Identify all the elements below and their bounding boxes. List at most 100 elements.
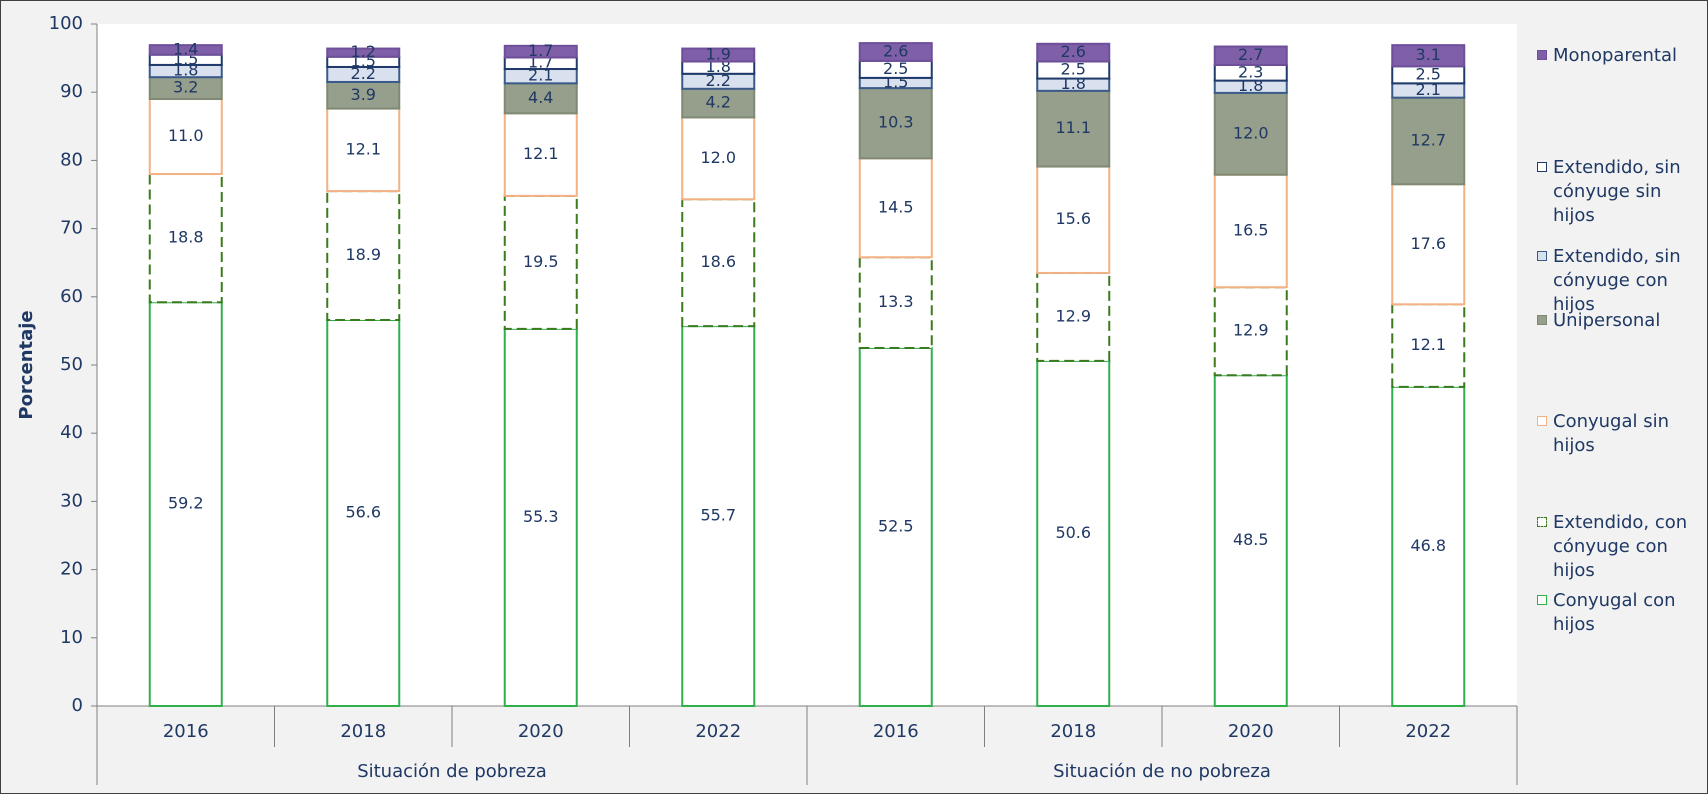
x-tick-label: 2022 <box>695 721 741 742</box>
bar-segment <box>858 42 933 62</box>
legend-label: Conyugal con hijos <box>1553 590 1676 635</box>
legend-swatch <box>1537 251 1547 261</box>
bar-segment <box>1036 359 1111 707</box>
y-tick-label: 60 <box>60 286 83 307</box>
value-label: 56.6 <box>345 502 381 521</box>
value-label: 18.8 <box>168 228 204 247</box>
value-label: 2.6 <box>883 41 908 60</box>
value-label: 18.6 <box>700 252 736 271</box>
legend-item: Unipersonal <box>1537 309 1707 333</box>
y-tick-label: 50 <box>60 354 83 375</box>
value-label: 2.5 <box>1416 64 1441 83</box>
value-label: 3.2 <box>173 78 198 97</box>
bar-segment <box>148 301 223 707</box>
legend-swatch <box>1537 517 1547 527</box>
value-label: 1.9 <box>706 45 731 64</box>
bar-segment <box>858 346 933 707</box>
legend-swatch <box>1537 416 1547 426</box>
legend-swatch <box>1537 595 1547 605</box>
bar-segment <box>326 318 401 707</box>
x-tick-label: 2020 <box>518 721 564 742</box>
value-label: 14.5 <box>878 197 914 216</box>
bar-segment <box>503 327 578 707</box>
value-label: 18.9 <box>345 245 381 264</box>
y-tick-label: 70 <box>60 218 83 239</box>
bar-segment <box>148 98 223 176</box>
value-label: 2.1 <box>1416 80 1441 99</box>
x-tick-label: 2018 <box>340 721 386 742</box>
legend-label: Unipersonal <box>1553 310 1661 331</box>
value-label: 13.3 <box>878 292 914 311</box>
value-label: 2.1 <box>528 66 553 85</box>
legend-label: Extendido, sin cónyuge con hijos <box>1553 246 1681 315</box>
value-label: 12.0 <box>700 148 736 167</box>
y-tick-label: 0 <box>72 695 83 716</box>
value-label: 3.9 <box>351 85 376 104</box>
value-label: 12.7 <box>1410 130 1446 149</box>
legend-item: Conyugal sin hijos <box>1537 410 1707 458</box>
value-label: 16.5 <box>1233 220 1269 239</box>
value-label: 12.1 <box>1410 335 1446 354</box>
legend-label: Monoparental <box>1553 45 1677 66</box>
value-label: 55.7 <box>700 506 736 525</box>
legend-swatch <box>1537 50 1547 60</box>
value-label: 1.4 <box>173 39 198 58</box>
legend-swatch <box>1537 162 1547 172</box>
value-label: 12.1 <box>345 139 381 158</box>
value-label: 50.6 <box>1055 523 1091 542</box>
y-tick-label: 10 <box>60 627 83 648</box>
legend-label: Extendido, sin cónyuge sin hijos <box>1553 157 1681 226</box>
y-tick-label: 90 <box>60 81 83 102</box>
bar-segment <box>1213 91 1288 176</box>
bar-segment <box>1036 89 1111 168</box>
value-label: 2.5 <box>1061 60 1086 79</box>
group-label: Situación de no pobreza <box>1053 761 1271 782</box>
value-label: 10.3 <box>878 113 914 132</box>
value-label: 2.3 <box>1238 62 1263 81</box>
value-label: 46.8 <box>1410 536 1446 555</box>
bar-segment <box>326 190 401 321</box>
value-label: 1.2 <box>351 42 376 61</box>
value-label: 11.0 <box>168 126 204 145</box>
legend-label: Conyugal sin hijos <box>1553 411 1670 456</box>
plot-area <box>97 24 1517 706</box>
value-label: 4.4 <box>528 88 553 107</box>
legend-item: Conyugal con hijos <box>1537 589 1707 637</box>
y-tick-label: 30 <box>60 490 83 511</box>
bar-segment <box>503 112 578 197</box>
bar-segment <box>1036 271 1111 362</box>
x-tick-label: 2022 <box>1405 721 1451 742</box>
bar-segment <box>1213 45 1288 66</box>
value-label: 12.1 <box>523 144 559 163</box>
value-label: 52.5 <box>878 516 914 535</box>
legend-item: Monoparental <box>1537 44 1707 68</box>
value-label: 3.1 <box>1416 45 1441 64</box>
y-tick-label: 100 <box>49 13 83 34</box>
value-label: 59.2 <box>168 494 204 513</box>
value-label: 4.2 <box>706 93 731 112</box>
group-label: Situación de pobreza <box>357 761 547 782</box>
x-tick-label: 2016 <box>163 721 209 742</box>
value-label: 1.7 <box>528 41 553 60</box>
y-tick-label: 40 <box>60 422 83 443</box>
value-label: 12.0 <box>1233 123 1269 142</box>
bar-segment <box>1036 42 1111 63</box>
bar-segment <box>1036 165 1111 274</box>
value-label: 12.9 <box>1055 306 1091 325</box>
bar-segment <box>1391 44 1466 68</box>
bar-segment <box>326 107 401 193</box>
bar-segment <box>1391 96 1466 186</box>
bar-segment <box>1213 374 1288 707</box>
value-label: 2.2 <box>351 64 376 83</box>
bar-segment <box>503 44 578 59</box>
value-label: 2.7 <box>1238 45 1263 64</box>
legend-item: Extendido, sin cónyuge sin hijos <box>1537 156 1707 228</box>
value-label: 19.5 <box>523 252 559 271</box>
bar-segment <box>326 47 401 58</box>
x-tick-label: 2020 <box>1228 721 1274 742</box>
value-label: 17.6 <box>1410 234 1446 253</box>
x-tick-label: 2018 <box>1050 721 1096 742</box>
value-label: 2.5 <box>883 59 908 78</box>
